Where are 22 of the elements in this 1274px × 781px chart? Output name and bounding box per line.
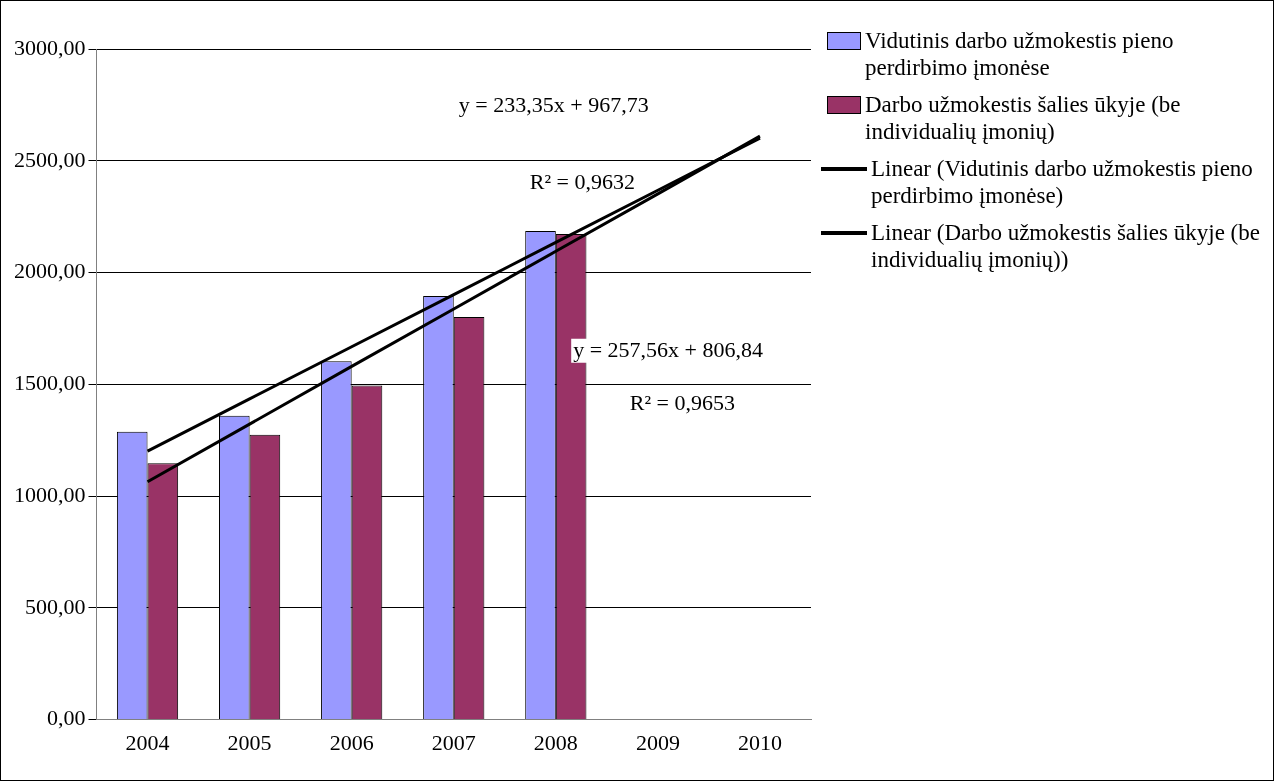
annotation: R² = 0,9653 bbox=[629, 390, 735, 416]
y-tick-label: 3000,00 bbox=[14, 34, 86, 60]
x-tick-label: 2010 bbox=[737, 729, 782, 755]
x-tick-label: 2006 bbox=[329, 729, 374, 755]
y-tick-label: 500,00 bbox=[25, 593, 86, 619]
x-tick-label: 2008 bbox=[533, 729, 578, 755]
annotation: R² = 0,9632 bbox=[529, 168, 635, 194]
y-tick-label: 2500,00 bbox=[14, 146, 86, 172]
legend-label: Linear (Darbo užmokestis šalies ūkyje (be individualių įmonių)) bbox=[871, 219, 1261, 273]
y-tick-label: 0,00 bbox=[47, 705, 86, 731]
x-tick-label: 2005 bbox=[227, 729, 272, 755]
x-tick-label: 2004 bbox=[125, 729, 170, 755]
annotation: y = 257,56x + 806,84 bbox=[573, 336, 764, 362]
y-tick-label: 2000,00 bbox=[14, 258, 86, 284]
legend-label: Linear (Vidutinis darbo užmokestis pieno perdirbimo įmonėse) bbox=[871, 155, 1254, 209]
annotation: y = 233,35x + 967,73 bbox=[458, 91, 649, 117]
y-tick-label: 1000,00 bbox=[14, 481, 86, 507]
y-tick-label: 1500,00 bbox=[14, 370, 86, 396]
x-tick-label: 2007 bbox=[431, 729, 476, 755]
legend-label: Vidutinis darbo užmokestis pieno perdirbimo įmonėse bbox=[865, 27, 1175, 81]
x-tick-label: 2009 bbox=[635, 729, 680, 755]
legend-label: Darbo užmokestis šalies ūkyje (be individualių įmonių) bbox=[865, 91, 1182, 145]
